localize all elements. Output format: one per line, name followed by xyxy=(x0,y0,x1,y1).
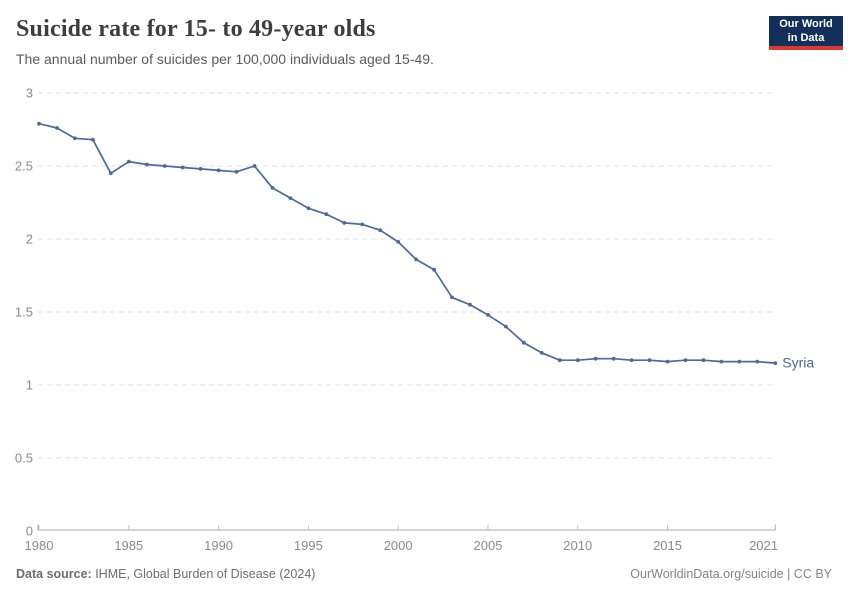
owid-logo-line1: Our World xyxy=(779,18,833,30)
data-point xyxy=(432,267,436,272)
data-point xyxy=(162,164,167,168)
data-point xyxy=(55,126,59,130)
x-axis-tick-label: 1990 xyxy=(204,538,233,553)
data-point xyxy=(270,186,275,190)
data-source: Data source: IHME, Global Burden of Dise… xyxy=(16,567,315,581)
data-point xyxy=(342,221,347,225)
chart-footer: Data source: IHME, Global Burden of Dise… xyxy=(16,567,832,581)
data-point xyxy=(539,351,544,355)
x-axis-tick-label: 2021 xyxy=(749,538,778,553)
y-axis-tick-label: 1.5 xyxy=(15,305,33,320)
data-point xyxy=(701,358,706,363)
data-point xyxy=(360,222,365,227)
x-axis-tick-label: 2005 xyxy=(474,538,503,553)
data-point xyxy=(665,359,670,364)
x-axis-tick-label: 1995 xyxy=(294,538,323,553)
y-axis-tick-label: 0.5 xyxy=(15,451,33,466)
data-point xyxy=(126,159,131,164)
y-axis-tick-label: 2 xyxy=(26,232,33,247)
data-source-text: IHME, Global Burden of Disease (2024) xyxy=(91,567,316,581)
data-point xyxy=(575,358,580,363)
y-axis-tick-label: 1 xyxy=(26,378,33,393)
data-point xyxy=(629,358,634,363)
credit-link[interactable]: OurWorldinData.org/suicide | CC BY xyxy=(630,567,832,581)
data-point xyxy=(773,361,778,365)
page-title: Suicide rate for 15- to 49-year olds xyxy=(16,16,376,42)
x-axis-tick-label: 2015 xyxy=(653,538,682,553)
data-point xyxy=(737,359,742,364)
data-point xyxy=(37,121,41,126)
x-axis-tick-label: 2000 xyxy=(384,538,413,553)
data-point xyxy=(288,196,293,201)
owid-logo[interactable]: Our World in Data xyxy=(769,16,843,50)
data-point xyxy=(252,164,257,168)
data-point xyxy=(593,356,598,361)
data-point xyxy=(108,171,113,176)
y-axis-tick-label: 0 xyxy=(26,524,33,539)
data-point xyxy=(324,212,329,217)
data-point xyxy=(234,169,239,174)
data-point xyxy=(504,324,508,329)
data-point xyxy=(378,228,383,233)
series-line xyxy=(38,122,777,364)
x-axis-tick-label: 1985 xyxy=(114,538,143,553)
data-point xyxy=(557,358,562,363)
data-point xyxy=(647,358,652,363)
data-point xyxy=(180,165,185,170)
data-source-label: Data source: xyxy=(16,567,92,581)
data-point xyxy=(414,257,418,262)
y-axis-tick-label: 3 xyxy=(26,86,33,101)
data-point xyxy=(522,340,526,345)
x-axis-tick-label: 1980 xyxy=(25,538,54,553)
data-point xyxy=(198,167,203,171)
data-point xyxy=(486,313,490,317)
data-point xyxy=(719,359,724,364)
data-point xyxy=(450,295,454,300)
data-point xyxy=(755,359,760,364)
data-point xyxy=(468,302,472,307)
data-point xyxy=(683,358,688,363)
data-point xyxy=(611,356,616,361)
data-point xyxy=(91,137,95,142)
data-point xyxy=(396,240,401,244)
page-subtitle: The annual number of suicides per 100,00… xyxy=(16,51,434,67)
data-point xyxy=(306,206,311,211)
data-point xyxy=(73,136,77,141)
data-point xyxy=(144,162,149,167)
data-point xyxy=(216,168,221,173)
series-end-label[interactable]: Syria xyxy=(782,355,814,371)
owid-logo-line2: in Data xyxy=(787,32,825,44)
y-axis-tick-label: 2.5 xyxy=(15,159,33,174)
x-axis-tick-label: 2010 xyxy=(563,538,592,553)
